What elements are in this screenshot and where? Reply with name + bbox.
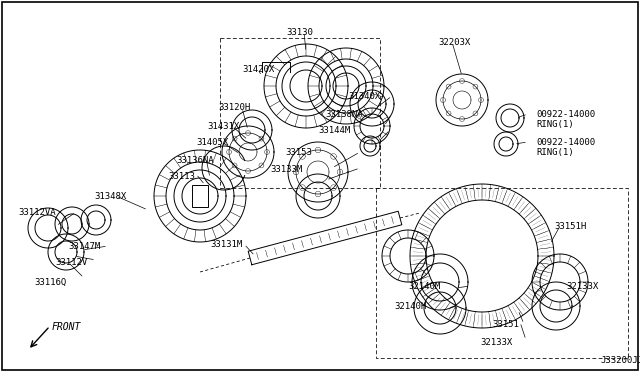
Text: 33112VA: 33112VA	[18, 208, 56, 217]
Text: 31405X: 31405X	[196, 138, 228, 147]
Text: 00922-14000
RING(1): 00922-14000 RING(1)	[536, 138, 595, 157]
Text: 33113: 33113	[168, 172, 195, 181]
Text: 32133X: 32133X	[480, 338, 512, 347]
Text: 33147M: 33147M	[68, 242, 100, 251]
Text: 32140H: 32140H	[394, 302, 426, 311]
Text: 33138NA: 33138NA	[325, 110, 363, 119]
Text: 32133X: 32133X	[566, 282, 598, 291]
Text: 33151: 33151	[492, 320, 519, 329]
Text: 33130: 33130	[287, 28, 314, 37]
Text: FRONT: FRONT	[52, 322, 81, 332]
Text: 31348X: 31348X	[94, 192, 126, 201]
Text: 31420X: 31420X	[242, 65, 275, 74]
Text: 33144M: 33144M	[318, 126, 350, 135]
Text: 31340X: 31340X	[348, 92, 380, 101]
Text: 33112V: 33112V	[55, 258, 87, 267]
Text: 32140M: 32140M	[408, 282, 440, 291]
Text: 33131M: 33131M	[210, 240, 243, 249]
Text: 00922-14000
RING(1): 00922-14000 RING(1)	[536, 110, 595, 129]
Text: 32203X: 32203X	[438, 38, 470, 47]
Text: 31431X: 31431X	[207, 122, 239, 131]
Text: 33136NA: 33136NA	[176, 156, 214, 165]
Text: 33120H: 33120H	[218, 103, 250, 112]
Text: 33133M: 33133M	[270, 165, 302, 174]
Text: J33200JJ: J33200JJ	[600, 356, 640, 365]
Text: 33116Q: 33116Q	[34, 278, 67, 287]
Text: 33151H: 33151H	[554, 222, 586, 231]
Text: 33153: 33153	[285, 148, 312, 157]
